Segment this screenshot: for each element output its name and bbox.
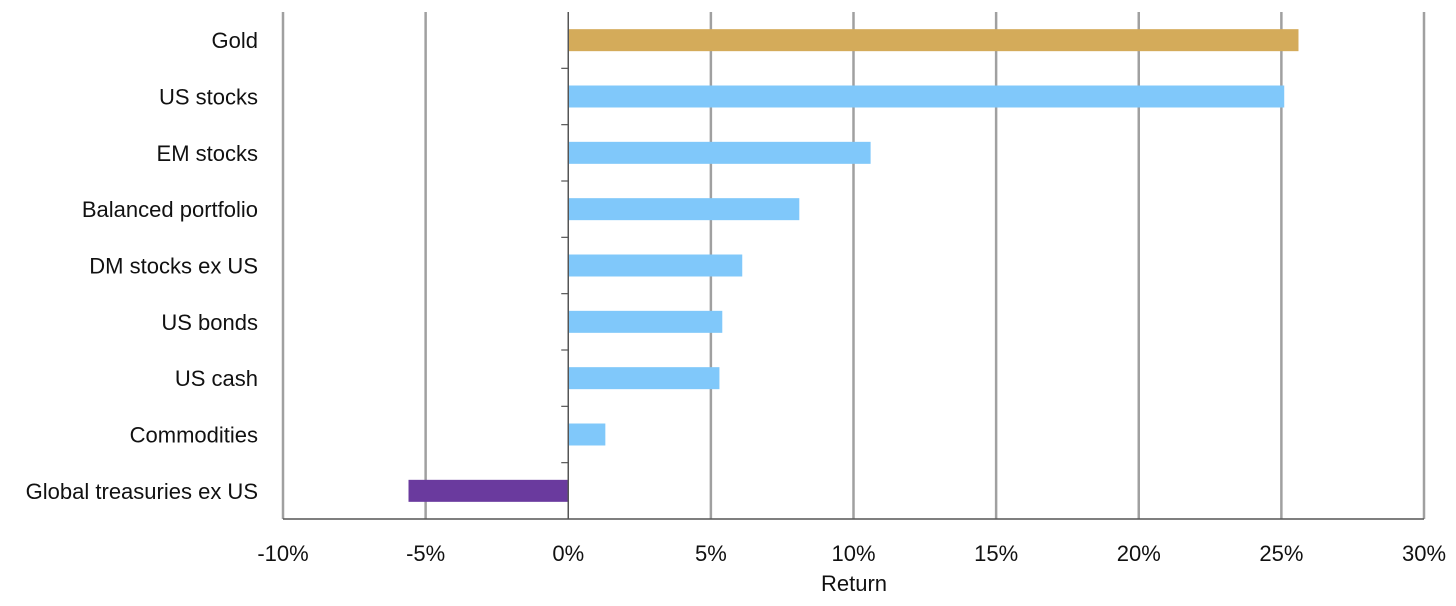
category-label: Gold (212, 28, 258, 53)
axes (283, 12, 1424, 520)
x-tick-labels: -10% -5% 0% 5% 10% 15% 20% 25% 30% (257, 541, 1446, 566)
bar-us-bonds (568, 310, 723, 333)
category-label: Balanced portfolio (82, 197, 258, 222)
category-labels: Gold US stocks EM stocks Balanced portfolio… (26, 28, 258, 504)
bar-us-cash (568, 367, 720, 390)
x-tick-label: 25% (1259, 541, 1303, 566)
x-tick-label: 5% (695, 541, 727, 566)
bars (408, 29, 1299, 502)
x-tick-label: 30% (1402, 541, 1446, 566)
category-label: Commodities (130, 423, 258, 448)
bar-dm-stocks-ex-us (568, 254, 743, 277)
x-tick-label: -5% (406, 541, 445, 566)
category-label: US bonds (161, 310, 258, 335)
x-tick-label: 0% (552, 541, 584, 566)
x-tick-label: 10% (831, 541, 875, 566)
category-label: EM stocks (157, 141, 258, 166)
x-tick-label: 20% (1117, 541, 1161, 566)
category-label: US cash (175, 366, 258, 391)
x-axis-title: Return (821, 571, 887, 596)
bar-balanced-portfolio (568, 198, 800, 221)
bar-commodities (568, 423, 606, 446)
bar-global-treasuries-ex-us (408, 479, 569, 502)
bar-gold (568, 29, 1299, 52)
x-tick-label: 15% (974, 541, 1018, 566)
category-label: Global treasuries ex US (26, 479, 258, 504)
category-label: DM stocks ex US (89, 254, 258, 279)
bar-us-stocks (568, 85, 1285, 108)
category-label: US stocks (159, 85, 258, 110)
x-tick-label: -10% (257, 541, 308, 566)
bar-em-stocks (568, 141, 871, 164)
